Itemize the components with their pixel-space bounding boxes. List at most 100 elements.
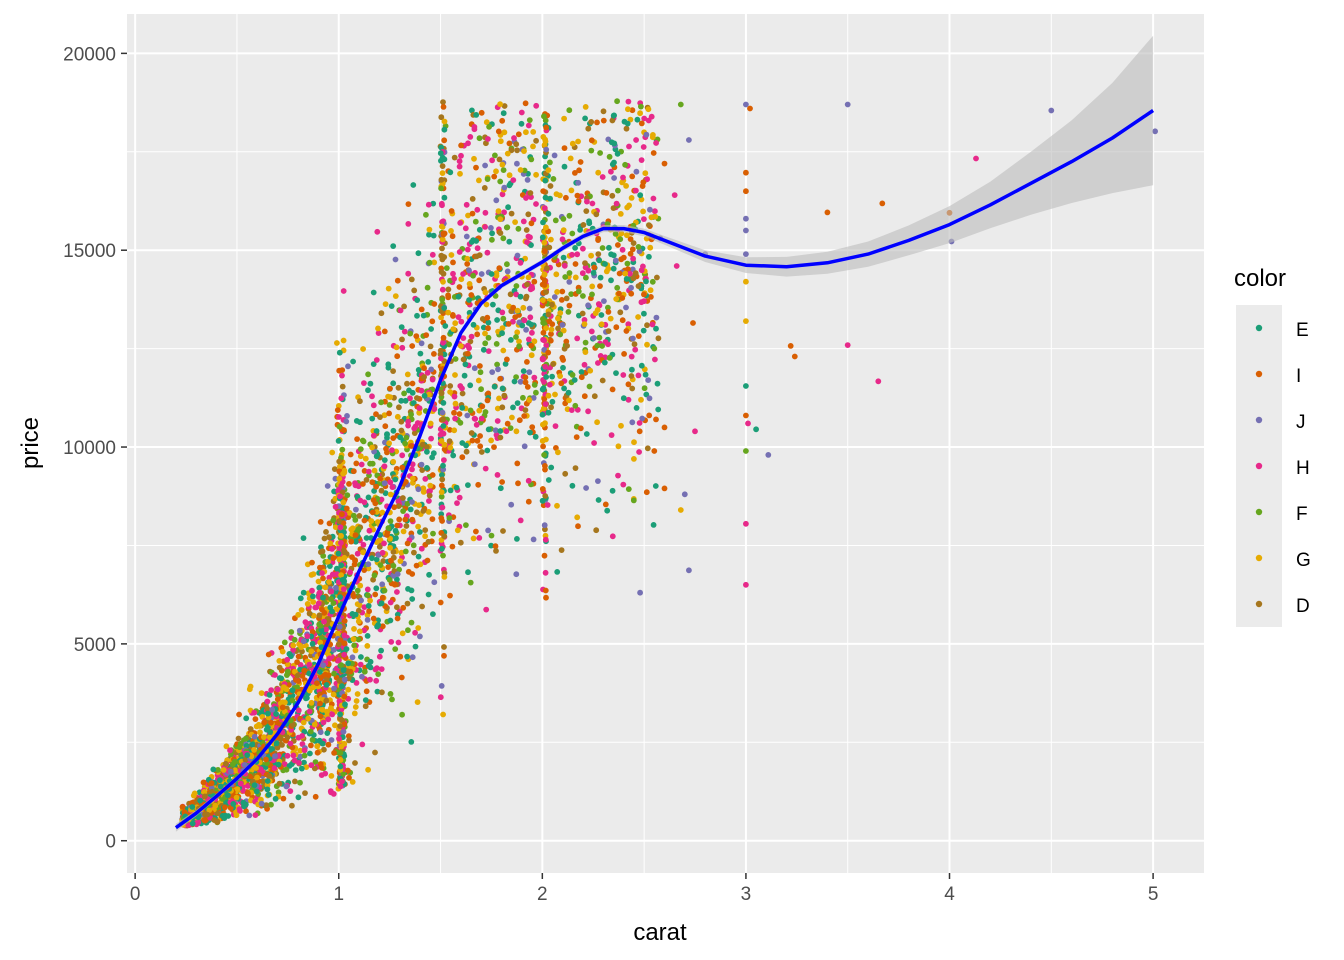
data-point <box>578 374 585 381</box>
data-point <box>491 383 498 390</box>
data-point <box>335 641 342 648</box>
data-point <box>654 274 660 281</box>
data-point <box>464 246 471 253</box>
data-point <box>517 378 524 385</box>
data-point <box>336 349 343 356</box>
data-point <box>427 482 434 489</box>
data-point <box>646 253 652 260</box>
data-point <box>541 142 548 148</box>
data-point <box>485 325 491 332</box>
data-point <box>458 343 464 349</box>
data-point <box>424 444 430 450</box>
data-point <box>616 270 623 277</box>
data-point <box>398 397 405 404</box>
data-point <box>521 317 528 324</box>
data-point <box>402 440 408 447</box>
data-point <box>552 423 559 429</box>
data-point <box>402 478 409 485</box>
data-point <box>530 395 537 401</box>
data-point <box>542 493 549 499</box>
data-point <box>418 387 425 394</box>
data-point <box>648 294 654 300</box>
data-point <box>677 101 684 108</box>
data-point <box>626 143 632 150</box>
data-point <box>630 275 637 282</box>
data-point <box>328 596 334 602</box>
data-point <box>532 433 539 440</box>
data-point <box>743 448 749 454</box>
data-point <box>973 155 979 162</box>
data-point <box>463 442 469 449</box>
data-point <box>367 597 373 604</box>
data-point <box>291 757 298 764</box>
data-point <box>582 349 589 355</box>
data-points <box>179 98 1158 829</box>
data-point <box>329 546 335 552</box>
data-point <box>594 342 601 349</box>
data-point <box>562 470 569 477</box>
data-point <box>582 260 588 266</box>
data-point <box>583 485 589 491</box>
data-point <box>551 294 558 300</box>
data-point <box>340 771 347 777</box>
data-point <box>447 444 454 451</box>
data-point <box>525 477 532 484</box>
data-point <box>500 110 507 117</box>
data-point <box>295 794 302 801</box>
data-point <box>430 611 436 617</box>
data-point <box>483 301 490 308</box>
data-point <box>355 607 362 614</box>
data-point <box>201 793 208 800</box>
data-point <box>618 422 624 429</box>
data-point <box>438 314 444 321</box>
data-point <box>571 377 578 383</box>
data-point <box>459 385 465 392</box>
data-point <box>495 366 501 373</box>
data-point <box>367 676 373 683</box>
data-point <box>393 344 400 351</box>
data-point <box>440 416 447 423</box>
data-point <box>560 364 566 371</box>
data-point <box>638 267 645 274</box>
data-point <box>357 453 364 460</box>
data-point <box>387 557 394 564</box>
data-point <box>296 760 302 766</box>
data-point <box>410 400 417 406</box>
data-point <box>543 325 549 331</box>
data-point <box>439 219 445 225</box>
data-point <box>387 479 394 486</box>
data-point <box>353 506 359 513</box>
data-point <box>632 346 639 353</box>
data-point <box>505 204 511 211</box>
data-point <box>457 419 464 426</box>
data-point <box>612 257 619 264</box>
data-point <box>743 169 749 176</box>
data-point <box>743 318 749 324</box>
data-point <box>550 176 557 182</box>
data-point <box>308 648 315 655</box>
data-point <box>743 412 749 419</box>
data-point <box>376 543 383 550</box>
data-point <box>547 183 554 189</box>
data-point <box>334 340 340 346</box>
data-point <box>354 436 360 442</box>
data-point <box>543 224 549 231</box>
data-point <box>493 548 499 554</box>
data-point <box>633 405 640 411</box>
data-point <box>394 277 401 284</box>
data-point <box>390 368 396 374</box>
data-point <box>237 808 243 814</box>
data-point <box>649 278 656 285</box>
data-point <box>586 383 593 390</box>
data-point <box>507 291 514 298</box>
data-point <box>254 774 260 781</box>
data-point <box>647 244 654 251</box>
data-point <box>554 502 560 509</box>
data-point <box>337 757 344 763</box>
data-point <box>375 330 382 336</box>
data-point <box>290 647 296 653</box>
data-point <box>523 227 530 233</box>
data-point <box>233 794 240 801</box>
data-point <box>379 594 386 601</box>
data-point <box>646 412 653 419</box>
